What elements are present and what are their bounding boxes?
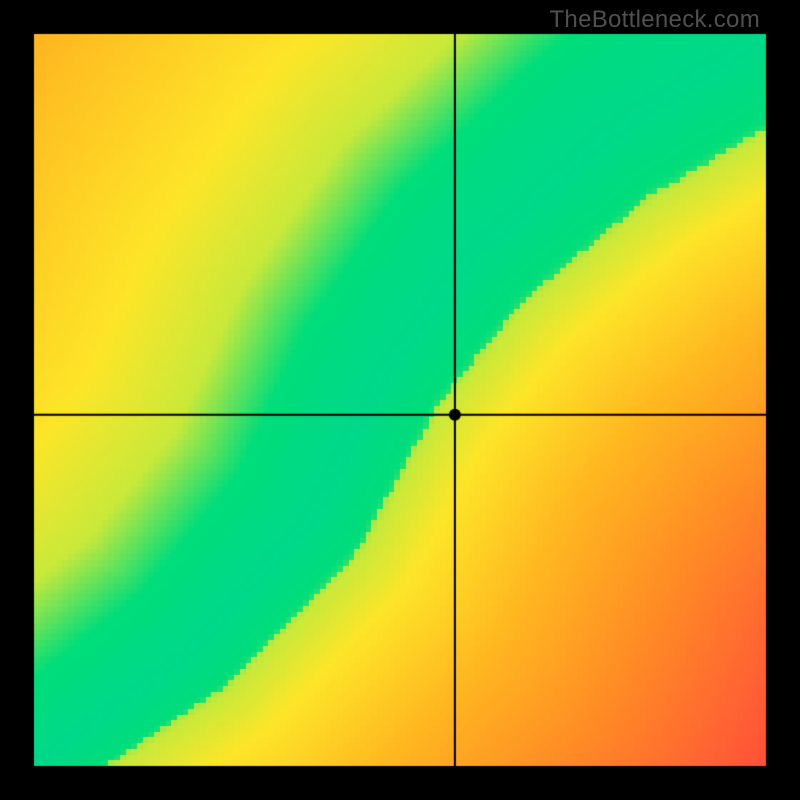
bottleneck-heatmap-canvas (0, 0, 800, 800)
watermark-text: TheBottleneck.com (549, 6, 760, 34)
chart-container: TheBottleneck.com (0, 0, 800, 800)
